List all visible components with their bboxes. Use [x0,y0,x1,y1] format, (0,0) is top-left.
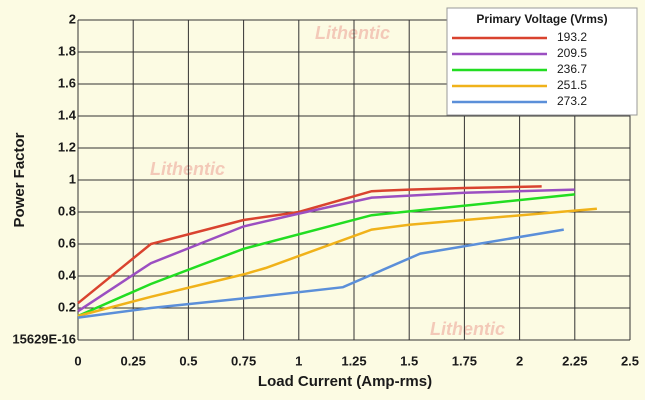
data-line [77,228,564,319]
y-tick-label: 0.4 [58,267,77,282]
x-tick-label: 0.5 [179,353,197,368]
x-tick-label: 1.75 [452,353,477,368]
x-tick-label: 1.25 [341,353,366,368]
y-tick-label: 15629E-16 [12,331,76,346]
watermark: Lithentic [430,319,505,339]
y-tick-label: 1 [69,171,76,186]
x-tick-label: 1 [295,353,302,368]
x-tick-label: 2.25 [562,353,587,368]
y-axis-label: Power Factor [11,132,28,227]
y-tick-label: 2 [69,11,76,26]
legend-label: 236.7 [557,62,587,76]
data-line [77,185,542,305]
y-tick-label: 1.4 [58,107,77,122]
data-line [77,188,575,313]
data-line [77,193,575,318]
x-tick-label: 2.5 [621,353,639,368]
x-axis-label: Load Current (Amp-rms) [258,373,432,390]
y-tick-label: 1.8 [58,43,76,58]
legend-label: 193.2 [557,30,587,44]
watermark: Lithentic [315,23,390,43]
legend-label: 273.2 [557,94,587,108]
y-tick-label: 1.6 [58,75,76,90]
y-tick-label: 0.6 [58,235,76,250]
legend-box [446,7,638,116]
data-line [77,207,597,318]
watermark: Lithentic [150,159,225,179]
x-tick-label: 2 [516,353,523,368]
legend-label: 251.5 [557,78,587,92]
x-tick-label: 1.5 [400,353,418,368]
x-tick-label: 0.75 [231,353,256,368]
y-tick-label: 0.2 [58,299,76,314]
legend-label: 209.5 [557,46,587,60]
x-tick-label: 0.25 [121,353,146,368]
y-tick-label: 0.8 [58,203,76,218]
x-tick-label: 0 [74,353,81,368]
y-tick-label: 1.2 [58,139,76,154]
legend-title: Primary Voltage (Vrms) [476,12,607,26]
